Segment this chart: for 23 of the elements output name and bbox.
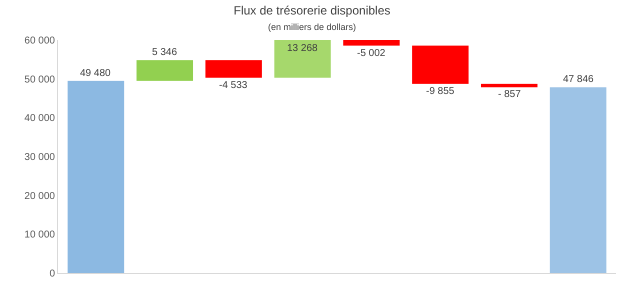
y-tick-label: 0 — [49, 268, 56, 280]
bar — [205, 60, 262, 78]
data-label: 49 480 — [80, 68, 112, 79]
bar — [412, 46, 469, 84]
data-label: -5 002 — [357, 48, 386, 59]
data-label: -9 855 — [426, 86, 455, 97]
y-tick-label: 10 000 — [24, 230, 56, 241]
y-tick-label: 60 000 — [24, 36, 56, 46]
bar — [136, 60, 194, 81]
data-label: 47 846 — [563, 74, 594, 85]
y-tick-label: 50 000 — [24, 74, 56, 86]
bar — [68, 80, 124, 273]
y-tick-label: 40 000 — [24, 113, 56, 124]
y-tick-label: 20 000 — [24, 190, 56, 202]
data-label: - 857 — [498, 89, 522, 100]
data-label: 5 346 — [152, 47, 178, 58]
chart-title: Flux de trésorerie disponibles — [234, 3, 390, 18]
data-label: 13 268 — [287, 43, 318, 54]
data-label: -4 533 — [219, 80, 248, 91]
bar — [480, 84, 538, 88]
chart-subtitle: (en milliers de dollars) — [268, 22, 356, 32]
bar — [550, 87, 606, 273]
y-tick-label: 30 000 — [24, 152, 56, 163]
